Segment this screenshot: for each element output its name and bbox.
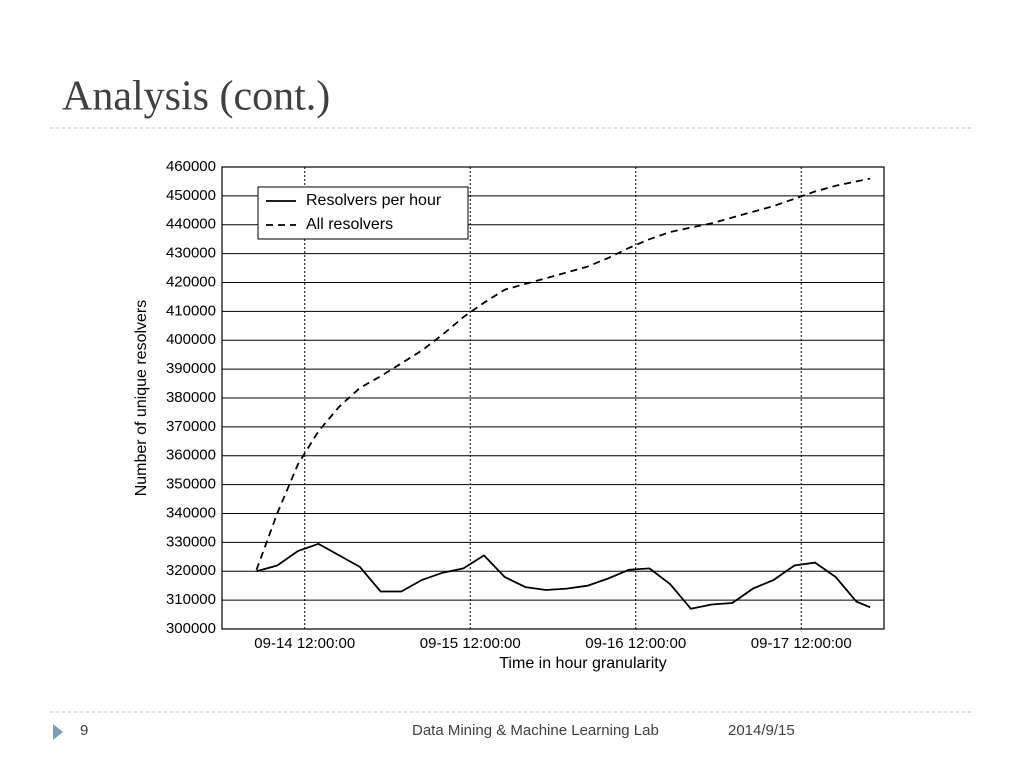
y-tick-label: 370000 bbox=[166, 418, 216, 435]
y-tick-label: 360000 bbox=[166, 447, 216, 464]
legend-label: All resolvers bbox=[306, 216, 393, 233]
y-tick-label: 330000 bbox=[166, 533, 216, 550]
chart: 300000 310000 320000 330000 340000 350000 3600… bbox=[133, 158, 885, 672]
legend-box bbox=[257, 186, 469, 240]
footer-text: Data Mining & Machine Learning Lab bbox=[412, 722, 659, 739]
y-tick-label: 410000 bbox=[166, 302, 216, 319]
y-tick-label: 350000 bbox=[166, 476, 216, 493]
y-tick-label: 340000 bbox=[166, 504, 216, 521]
y-tick-label: 390000 bbox=[166, 360, 216, 377]
y-tick-label: 320000 bbox=[166, 562, 216, 579]
x-axis-label: Time in hour granularity bbox=[499, 655, 666, 672]
bullet-icon bbox=[53, 724, 63, 740]
y-tick-label: 300000 bbox=[166, 620, 216, 637]
y-tick-label: 440000 bbox=[166, 216, 216, 233]
data-line bbox=[256, 542, 871, 610]
legend-label: Resolvers per hour bbox=[306, 192, 442, 209]
y-tick-label: 430000 bbox=[166, 245, 216, 262]
y-tick-label: 310000 bbox=[166, 591, 216, 608]
x-tick-label: 09-17 12:00:00 bbox=[751, 635, 852, 652]
y-tick-label: 380000 bbox=[166, 389, 216, 406]
x-tick-label: 09-16 12:00:00 bbox=[585, 635, 686, 652]
y-tick-label: 450000 bbox=[166, 187, 216, 204]
y-tick-label: 420000 bbox=[166, 273, 216, 290]
slide-title: Analysis (cont.) bbox=[62, 74, 330, 120]
page-number: 9 bbox=[80, 722, 88, 739]
y-tick-label: 460000 bbox=[166, 158, 216, 175]
y-axis-label: Number of unique resolvers bbox=[133, 300, 150, 497]
x-tick-label: 09-14 12:00:00 bbox=[254, 635, 355, 652]
x-tick-label: 09-15 12:00:00 bbox=[420, 635, 521, 652]
footer-date: 2014/9/15 bbox=[728, 722, 795, 739]
y-tick-label: 400000 bbox=[166, 331, 216, 348]
plot-frame bbox=[221, 166, 885, 630]
